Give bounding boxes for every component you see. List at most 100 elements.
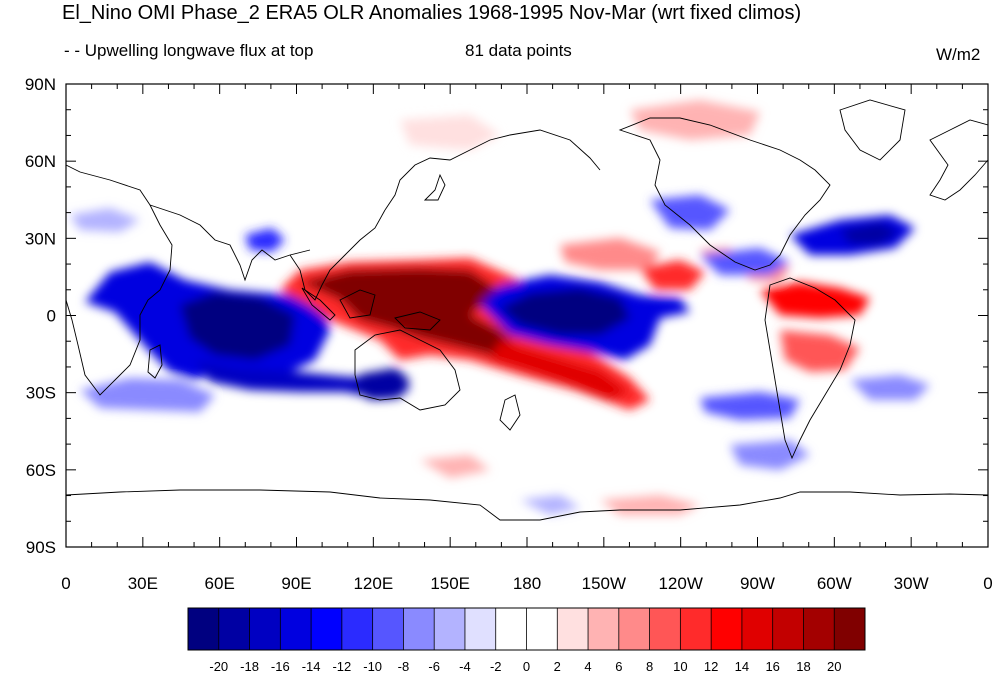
anomaly-spcz-band [490, 340, 630, 400]
colorbar-box [495, 608, 527, 650]
latitude-ticks: 90N 60N 30N 0 30S 60S 90S [25, 75, 988, 557]
colorbar-frame [187, 607, 866, 651]
lat-tick-label: 90S [26, 538, 56, 557]
anomaly-south-atlantic [850, 375, 930, 400]
colorbar: -20 -18 -16 -14 -12 -10 -8 -6 -4 -2 0 2 4 6 8 10 12 14 16 1… [187, 607, 866, 674]
colorbar-box [434, 608, 466, 650]
data-points-subtitle: 81 data points [465, 41, 572, 60]
anomaly-north-atlantic-core [840, 222, 900, 245]
lat-tick-label: 30N [25, 229, 56, 248]
colorbar-label: -10 [363, 659, 382, 674]
anomaly-northern-south-america [760, 282, 870, 318]
colorbar-box [772, 608, 804, 650]
colorbar-box [588, 608, 620, 650]
colorbar-box [557, 608, 589, 650]
lon-tick-label: 120W [658, 574, 702, 593]
coastline-southeast-asia [289, 209, 386, 301]
anomaly-tibet [245, 228, 285, 252]
anomaly-gulf-of-mexico [700, 248, 790, 275]
lat-tick-label: 60N [25, 152, 56, 171]
plot-title: El_Nino OMI Phase_2 ERA5 OLR Anomalies 1… [62, 2, 802, 24]
colorbar-label: 4 [584, 659, 591, 674]
lon-tick-label: 90E [281, 574, 311, 593]
colorbar-box [680, 608, 712, 650]
lat-tick-label: 30S [26, 384, 56, 403]
anomaly-southeast-pacific [730, 440, 810, 470]
anomaly-north-africa [70, 208, 140, 232]
coastline-japan [423, 173, 446, 201]
colorbar-box [526, 608, 558, 650]
colorbar-box [218, 608, 250, 650]
anomaly-central-pacific-core [500, 288, 630, 335]
coastline-north-america [618, 117, 831, 271]
units-label: W/m2 [936, 45, 981, 64]
colorbar-label: 0 [523, 659, 530, 674]
colorbar-label: 14 [735, 659, 749, 674]
coastline-greenland [839, 99, 906, 161]
anomaly-maritime-continent-core [300, 268, 520, 355]
anomaly-siberia [400, 115, 500, 150]
colorbar-label: -18 [240, 659, 259, 674]
lat-tick-label: 60S [26, 461, 56, 480]
coastline-sumatra [301, 287, 336, 321]
lon-tick-label: 60W [817, 574, 852, 593]
lon-tick-label: 0 [983, 574, 992, 593]
anomaly-northeast-pacific-high-lat [630, 100, 760, 140]
colorbar-box [249, 608, 281, 650]
anomaly-indian-ocean-core [180, 292, 295, 360]
lon-tick-label: 180 [513, 574, 541, 593]
colorbar-label: 10 [673, 659, 687, 674]
coastline-australia [354, 329, 461, 411]
colorbar-label: -8 [398, 659, 410, 674]
coastline-south-america [764, 277, 856, 460]
colorbar-box [803, 608, 835, 650]
coastline-borneo [339, 289, 376, 319]
anomaly-south-pacific-subtropics [700, 392, 800, 420]
colorbar-label: 6 [615, 659, 622, 674]
colorbar-label: -12 [332, 659, 351, 674]
colorbar-box [618, 608, 650, 650]
map-panel: 90N 60N 30N 0 30S 60S 90S 0 30E 60E 90E 120E 150E 18… [25, 75, 993, 593]
lon-tick-label: 30W [894, 574, 929, 593]
colorbar-box [280, 608, 312, 650]
anomaly-southern-ocean-2 [520, 495, 580, 515]
anomaly-north-pacific-subtropics [560, 238, 660, 270]
coastline-arabia-india [149, 204, 311, 282]
lon-tick-label: 120E [353, 574, 393, 593]
colorbar-label: 2 [554, 659, 561, 674]
longitude-ticks: 0 30E 60E 90E 120E 150E 180 150W 120W 90W 60W 30W 0 [61, 84, 993, 593]
colorbar-box [741, 608, 773, 650]
colorbar-label: -4 [459, 659, 471, 674]
colorbar-label: 20 [827, 659, 841, 674]
colorbar-box [834, 608, 866, 650]
lat-tick-label: 90N [25, 75, 56, 94]
coastline-antarctica [66, 489, 988, 521]
colorbar-label: 16 [765, 659, 779, 674]
colorbar-box [372, 608, 404, 650]
variable-subtitle: - - Upwelling longwave flux at top [64, 41, 314, 60]
lon-tick-label: 60E [205, 574, 235, 593]
lat-tick-label: 0 [47, 307, 56, 326]
anomaly-southern-indian-ocean [420, 455, 490, 478]
coastline-madagascar [147, 344, 163, 379]
anomaly-field [70, 100, 930, 515]
lon-tick-label: 150W [582, 574, 626, 593]
anomaly-south-indian-band [80, 378, 215, 412]
colorbar-label: 12 [704, 659, 718, 674]
coastline-east-asia [384, 129, 601, 211]
colorbar-box [711, 608, 743, 650]
anomaly-northeast-pacific [640, 260, 705, 290]
colorbar-label: -6 [428, 659, 440, 674]
colorbar-box [464, 608, 497, 650]
colorbar-box [311, 608, 343, 650]
coastline-new-guinea [394, 311, 441, 331]
colorbar-box [403, 608, 435, 650]
colorbar-box [341, 608, 373, 650]
lon-tick-label: 30E [128, 574, 158, 593]
colorbar-box [188, 608, 220, 650]
colorbar-label: -16 [271, 659, 290, 674]
anomaly-north-america [650, 195, 730, 230]
colorbar-label: 8 [646, 659, 653, 674]
anomaly-australia-south [355, 368, 410, 400]
